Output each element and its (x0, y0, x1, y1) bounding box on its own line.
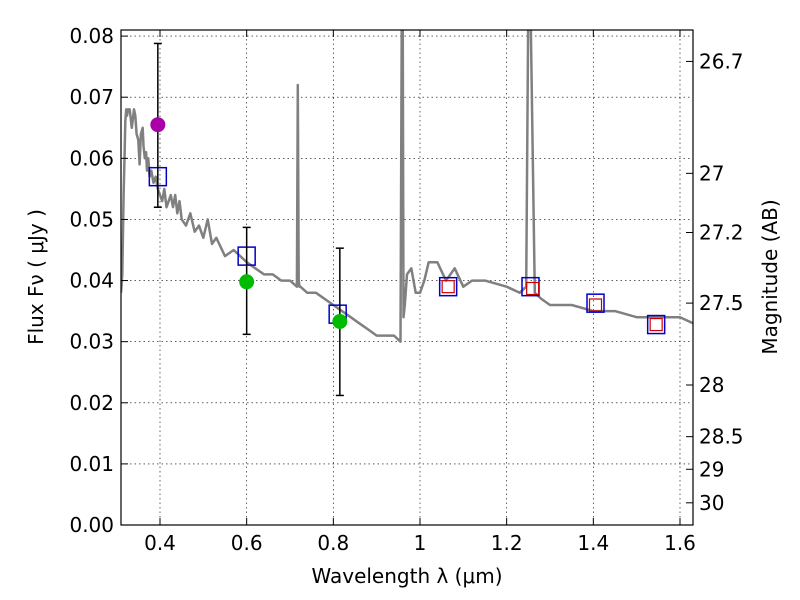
mag-tick-label: 26.7 (699, 49, 744, 73)
mag-tick-label: 27 (699, 161, 724, 185)
model-point (438, 276, 458, 297)
observed-point (526, 281, 540, 296)
mag-tick-label: 27.2 (699, 221, 744, 245)
observed-point (441, 280, 455, 294)
observed-point (588, 298, 603, 312)
y-tick-label: 0.07 (69, 85, 114, 109)
y-tick-label: 0.01 (69, 452, 114, 476)
observed-point (649, 317, 663, 332)
y-tick-label: 0.08 (69, 24, 114, 48)
green-measurement-point (332, 314, 348, 329)
plot-area (121, 30, 693, 397)
y-tick-label: 0.06 (69, 146, 114, 170)
axis-ticks: 0.4 0.6 0.8 1 1.2 1.4 1.6 0.00 0.01 0.02 0.03 0.04 0… (69, 24, 743, 555)
model-point (586, 293, 605, 313)
y-tick-label: 0.04 (69, 269, 114, 293)
x-tick-label: 0.4 (144, 531, 176, 555)
mag-tick-label: 27.5 (699, 291, 744, 315)
x-tick-label: 0.8 (317, 531, 349, 555)
y-tick-label: 0.05 (69, 207, 114, 231)
mag-tick-label: 30 (699, 491, 724, 515)
x-tick-label: 0.6 (231, 531, 263, 555)
x-tick-label: 1.6 (664, 531, 696, 555)
model-point (646, 314, 666, 335)
y-tick-label: 0.03 (69, 330, 114, 354)
mag-tick-label: 28 (699, 373, 724, 397)
purple-measurement-point (150, 117, 166, 133)
y-tick-label: 0.00 (69, 513, 114, 537)
x-tick-label: 1.2 (491, 531, 523, 555)
green-measurement-point (239, 274, 255, 290)
axes-frame (120, 29, 694, 526)
x-tick-label: 1.4 (577, 531, 609, 555)
x-axis-label: Wavelength λ (μm) (311, 564, 502, 588)
y-axis-label: Flux Fν ( μJy ) (24, 209, 48, 345)
y2-axis-label: Magnitude (AB) (758, 199, 782, 354)
y-tick-label: 0.02 (69, 391, 114, 415)
mag-tick-label: 28.5 (699, 425, 744, 449)
x-tick-label: 1 (414, 531, 427, 555)
sed-spectrum-line (121, 30, 693, 343)
mag-tick-label: 29 (699, 457, 724, 481)
